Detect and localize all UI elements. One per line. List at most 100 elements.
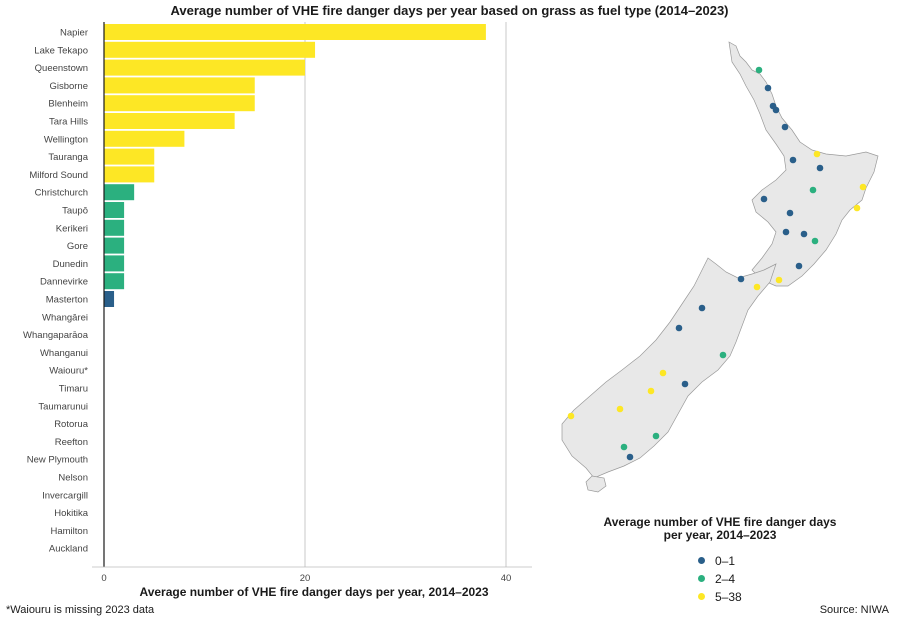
legend-dot-high <box>698 593 705 601</box>
station-dot <box>800 230 808 238</box>
bar <box>104 273 125 290</box>
category-label: Christchurch <box>35 188 88 199</box>
category-label: Nelson <box>58 473 88 484</box>
category-label: Waiouru* <box>49 366 88 377</box>
station-dot <box>782 228 790 236</box>
category-label: Wellington <box>44 134 88 145</box>
bar <box>104 113 235 129</box>
station-dot <box>755 66 763 74</box>
station-dot <box>859 183 867 191</box>
category-label: Taupō <box>62 206 88 217</box>
legend-label-high: 5–38 <box>715 590 742 604</box>
category-label: Invercargill <box>42 490 88 501</box>
category-label: Tauranga <box>48 152 88 163</box>
category-label: Auckland <box>49 544 88 555</box>
x-tick-label: 0 <box>101 573 106 584</box>
bar <box>104 95 255 112</box>
bars <box>104 24 486 307</box>
legend-item-mid: 2–4 <box>698 572 735 586</box>
south-island-shape <box>561 257 777 479</box>
bar <box>104 255 125 272</box>
station-dot <box>698 304 706 312</box>
station-dot <box>737 275 745 283</box>
category-label: Queenstown <box>35 63 88 74</box>
category-label: Timaru <box>59 384 88 395</box>
category-label: Gore <box>67 241 88 252</box>
category-label: Tara Hills <box>49 117 88 128</box>
station-dot <box>659 369 667 377</box>
category-label: Masterton <box>46 295 88 306</box>
station-dot <box>620 443 628 451</box>
category-label: Rotorua <box>54 419 89 430</box>
station-dot <box>795 262 803 270</box>
station-dot <box>811 237 819 245</box>
station-dot <box>786 209 794 217</box>
station-dot <box>753 283 761 291</box>
station-dot <box>789 156 797 164</box>
bar <box>104 77 255 94</box>
bar <box>104 291 115 307</box>
station-dot <box>772 106 780 114</box>
legend-dot-low <box>698 557 705 565</box>
category-label: Gisborne <box>49 81 88 92</box>
bar <box>104 130 185 147</box>
station-dot <box>775 276 783 284</box>
legend-label-low: 0–1 <box>715 554 736 568</box>
bar <box>104 41 316 58</box>
legend-title: Average number of VHE fire danger days pe… <box>603 515 837 542</box>
station-dot <box>816 164 824 172</box>
station-dot <box>681 380 689 388</box>
bar <box>104 237 125 254</box>
legend-dot-mid <box>698 575 705 583</box>
x-axis-title: Average number of VHE fire danger days p… <box>139 585 488 599</box>
legend-item-low: 0–1 <box>698 554 735 568</box>
bar <box>104 202 125 218</box>
bar <box>104 219 125 236</box>
station-dot <box>813 150 821 158</box>
station-dot <box>764 84 772 92</box>
bar <box>104 148 155 165</box>
category-label: Lake Tekapo <box>34 45 88 56</box>
station-dot <box>719 351 727 359</box>
x-tick-label: 20 <box>300 573 311 584</box>
category-label: Whanganui <box>40 348 88 359</box>
chart-title: Average number of VHE fire danger days p… <box>170 3 729 18</box>
category-label: Reefton <box>55 437 88 448</box>
x-tick-label: 40 <box>501 573 512 584</box>
category-label: Taumarunui <box>38 401 88 412</box>
station-dot <box>809 186 817 194</box>
grid-lines <box>304 22 507 567</box>
bar <box>104 24 486 40</box>
legend-item-high: 5–38 <box>698 590 742 604</box>
bar <box>104 59 305 76</box>
north-island-shape <box>728 41 879 287</box>
category-label: Dunedin <box>53 259 88 270</box>
category-label: Napier <box>60 28 88 39</box>
bar <box>104 184 135 201</box>
x-tick-labels: 0 20 40 <box>101 573 511 584</box>
station-dot <box>675 324 683 332</box>
stewart-island-shape <box>585 475 607 493</box>
category-label: Dannevirke <box>40 277 88 288</box>
station-dot <box>626 453 634 461</box>
bar-chart: Napier Lake Tekapo Queenstown Gisborne Blenh… <box>23 22 532 599</box>
category-label: Hamilton <box>51 526 89 537</box>
source-note: Source: NIWA <box>819 604 889 616</box>
category-label: Hokitika <box>54 508 89 519</box>
station-dot <box>781 123 789 131</box>
station-dot <box>616 405 624 413</box>
map-stations <box>567 66 867 461</box>
bar <box>104 166 155 183</box>
category-labels: Napier Lake Tekapo Queenstown Gisborne Blenh… <box>23 28 89 555</box>
category-label: Kerikeri <box>56 223 88 234</box>
category-label: Whangaparāoa <box>23 330 89 341</box>
category-label: Whangārei <box>42 312 88 323</box>
legend-label-mid: 2–4 <box>715 572 736 586</box>
category-label: Milford Sound <box>29 170 88 181</box>
footnote: *Waiouru is missing 2023 data <box>6 604 155 616</box>
station-dot <box>652 432 660 440</box>
category-label: New Plymouth <box>27 455 88 466</box>
station-dot <box>647 387 655 395</box>
legend: Average number of VHE fire danger days pe… <box>600 515 840 605</box>
